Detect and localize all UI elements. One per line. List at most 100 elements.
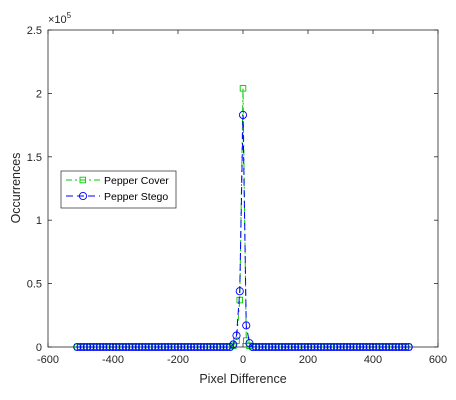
circle-marker: [242, 321, 251, 330]
circle-marker: [297, 342, 306, 352]
circle-marker: [274, 342, 283, 352]
circle-marker: [378, 342, 387, 352]
x-tick-label: -400: [102, 354, 124, 366]
axes-layer: -600 -400 -200 0 200 400 600 0 0.5 1 1.5 2 2.5: [27, 25, 447, 366]
circle-marker: [391, 342, 400, 352]
circle-marker: [287, 342, 296, 352]
circle-marker: [121, 342, 131, 352]
circle-marker: [404, 342, 413, 352]
circle-marker: [138, 342, 147, 352]
circle-marker: [99, 342, 108, 352]
circle-marker: [359, 342, 368, 352]
circle-marker: [190, 342, 199, 352]
circle-marker: [339, 342, 348, 352]
circle-marker: [206, 342, 215, 352]
series-layer: [73, 85, 413, 352]
circle-marker: [131, 342, 140, 352]
circle-marker: [167, 342, 176, 352]
circle-marker: [183, 342, 192, 352]
circle-marker: [362, 342, 371, 352]
legend-label-stego: Pepper Stego: [104, 191, 168, 203]
circle-marker: [154, 342, 163, 352]
circle-marker: [238, 110, 248, 120]
circle-marker: [326, 342, 335, 352]
circle-marker: [346, 342, 355, 352]
legend: Pepper Cover Pepper Stego: [60, 170, 177, 209]
circle-marker: [86, 342, 95, 352]
circle-marker: [134, 342, 144, 352]
circle-marker: [232, 331, 241, 340]
circle-marker: [261, 342, 270, 352]
y-tick-label: 2.5: [27, 25, 42, 37]
circle-marker: [333, 342, 342, 352]
circle-marker: [329, 342, 339, 352]
circle-marker: [147, 342, 157, 352]
legend-square-marker: [79, 176, 87, 184]
circle-marker: [89, 342, 98, 352]
circle-marker: [385, 342, 394, 352]
circle-marker: [398, 342, 407, 352]
circle-marker: [118, 342, 127, 352]
circle-marker: [264, 342, 274, 352]
circle-marker: [180, 342, 189, 352]
y-tick-label: 2: [36, 88, 42, 100]
circle-marker: [164, 342, 173, 352]
circle-marker: [212, 342, 222, 352]
circle-marker: [196, 342, 205, 352]
circle-marker: [115, 342, 124, 352]
circle-marker: [290, 342, 300, 352]
legend-samples: [66, 176, 100, 201]
y-tick-label: 1: [36, 215, 42, 227]
legend-label-cover: Pepper Cover: [104, 175, 169, 187]
circle-marker: [95, 342, 105, 352]
circle-marker: [313, 342, 322, 352]
circle-marker: [235, 287, 244, 296]
circle-marker: [349, 342, 358, 352]
y-tick-label: 1.5: [27, 152, 42, 164]
circle-marker: [186, 342, 196, 352]
circle-marker: [401, 342, 410, 352]
circle-marker: [294, 342, 303, 352]
circle-marker: [157, 342, 166, 352]
circle-marker: [193, 342, 202, 352]
circle-marker: [336, 342, 345, 352]
y-exponent-power: 5: [67, 11, 72, 20]
legend-circle-marker: [78, 191, 88, 201]
circle-marker: [160, 342, 170, 352]
circle-marker: [251, 342, 261, 352]
circle-marker: [255, 342, 264, 352]
x-tick-label: 600: [429, 354, 447, 366]
y-exponent-base: ×10: [48, 14, 67, 26]
circle-marker: [128, 342, 137, 352]
circle-marker: [82, 342, 92, 352]
circle-marker: [375, 342, 384, 352]
circle-marker: [73, 342, 82, 352]
y-axis-label: Occurrences: [9, 153, 23, 224]
circle-marker: [381, 342, 391, 352]
x-tick-label: 200: [299, 354, 317, 366]
x-axis-label: Pixel Difference: [199, 372, 286, 386]
y-tick-label: 0.5: [27, 279, 42, 291]
circle-marker: [342, 342, 352, 352]
x-tick-label: -200: [167, 354, 189, 366]
circle-marker: [209, 342, 218, 352]
circle-marker: [199, 342, 209, 352]
circle-marker: [316, 342, 326, 352]
square-marker: [239, 85, 247, 92]
circle-marker: [352, 342, 361, 352]
circle-marker: [229, 340, 238, 349]
x-tick-label: 400: [364, 354, 382, 366]
circle-marker: [320, 342, 329, 352]
circle-marker: [76, 342, 85, 352]
circle-marker: [151, 342, 160, 352]
circle-marker: [216, 342, 225, 352]
circle-marker: [388, 342, 397, 352]
y-exponent-label: ×105: [48, 11, 72, 26]
circle-marker: [323, 342, 332, 352]
circle-marker: [141, 342, 150, 352]
circle-marker: [271, 342, 280, 352]
circle-marker: [394, 342, 404, 352]
circle-marker: [219, 342, 228, 352]
y-tick-label: 0: [36, 342, 42, 354]
circle-marker: [144, 342, 153, 352]
